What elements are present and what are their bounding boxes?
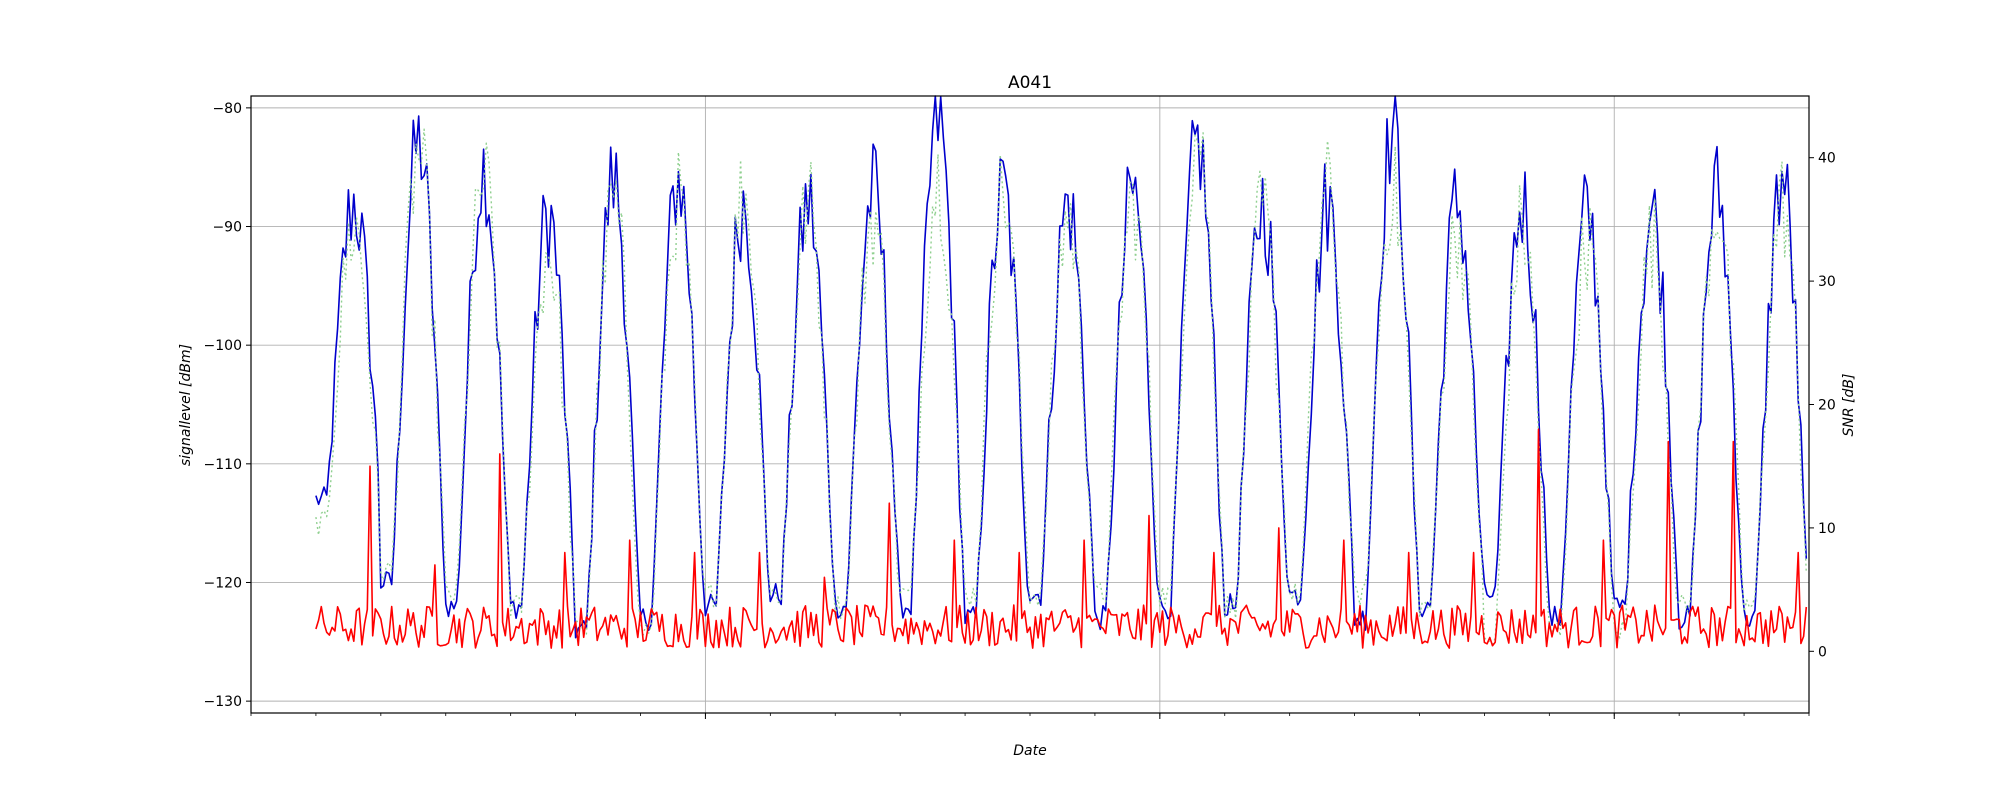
grid-layer xyxy=(251,96,1809,713)
chart-title: A041 xyxy=(1008,73,1052,93)
series-layer xyxy=(315,95,1808,649)
y-tick-label-right: 20 xyxy=(1818,398,1836,414)
y-axis-label-left: signallevel [dBm] xyxy=(178,344,194,466)
y-tick-label-right: 0 xyxy=(1818,644,1827,660)
y-tick-label-left: −80 xyxy=(212,101,242,117)
y-tick-label-right: 40 xyxy=(1818,151,1836,167)
y-tick-label-right: 30 xyxy=(1818,274,1836,290)
y-axis-label-right: SNR [dB] xyxy=(1841,374,1857,437)
series-line-2 xyxy=(315,428,1808,649)
y-tick-label-left: −90 xyxy=(212,220,242,236)
y-tick-label-left: −130 xyxy=(204,694,242,710)
x-axis-label: Date xyxy=(1013,743,1046,759)
y-tick-label-right: 10 xyxy=(1818,521,1836,537)
series-line-0 xyxy=(315,95,1808,639)
axes-layer: −80 −90 −100 −110 −120 −130 0 10 20 30 40 xyxy=(204,101,1836,719)
y-tick-label-left: −120 xyxy=(204,575,242,591)
y-tick-label-left: −110 xyxy=(204,457,242,473)
y-tick-label-left: −100 xyxy=(204,338,242,354)
